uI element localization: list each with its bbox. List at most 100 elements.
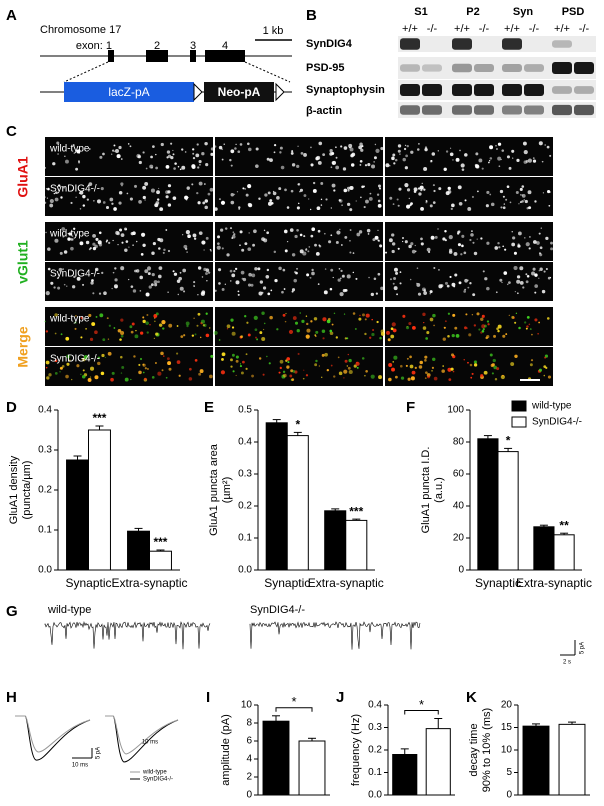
y-tick-label: 0.2 — [38, 485, 52, 496]
puncta — [488, 160, 491, 162]
panel-label: I — [206, 689, 210, 706]
puncta — [45, 231, 47, 234]
y-tick-label: 20 — [453, 533, 465, 544]
x-tick-label: Extra-synaptic — [111, 576, 187, 590]
puncta — [486, 286, 490, 291]
puncta — [187, 234, 191, 239]
puncta — [444, 239, 447, 242]
puncta — [491, 363, 495, 367]
cassette-label: Neo-pA — [218, 85, 261, 99]
y-tick-label: 0.2 — [238, 501, 252, 512]
puncta — [427, 375, 431, 379]
puncta — [157, 187, 160, 190]
puncta — [113, 144, 116, 147]
blot-band — [422, 84, 442, 96]
row-label: wild-type — [49, 144, 90, 155]
puncta — [82, 369, 85, 372]
puncta — [59, 371, 61, 373]
y-tick-label: 100 — [447, 405, 464, 416]
puncta — [146, 331, 149, 334]
puncta — [519, 281, 524, 285]
puncta — [525, 273, 528, 276]
puncta — [305, 334, 310, 339]
puncta — [85, 240, 90, 245]
puncta — [529, 363, 533, 367]
puncta — [526, 274, 530, 278]
puncta — [465, 313, 468, 316]
puncta — [431, 366, 435, 369]
trace — [44, 621, 211, 650]
puncta — [45, 291, 50, 296]
puncta — [370, 374, 375, 379]
neo-cassette — [204, 82, 274, 102]
y-tick-label: 0.0 — [368, 790, 382, 801]
puncta — [514, 290, 517, 293]
puncta — [281, 290, 284, 294]
blot-strip — [398, 80, 596, 100]
puncta — [117, 243, 119, 246]
y-tick-label: 0.1 — [238, 533, 252, 544]
puncta — [343, 146, 348, 150]
puncta — [541, 160, 544, 163]
puncta — [163, 248, 166, 252]
puncta — [312, 181, 316, 185]
puncta — [105, 205, 110, 210]
puncta — [138, 370, 142, 375]
puncta — [352, 271, 355, 274]
puncta — [127, 143, 130, 145]
exon-label: 4 — [222, 40, 228, 52]
puncta — [489, 353, 493, 357]
puncta — [90, 281, 94, 285]
puncta — [521, 185, 525, 188]
puncta — [487, 323, 490, 326]
puncta — [528, 206, 532, 210]
puncta — [208, 327, 211, 329]
puncta — [342, 167, 347, 171]
puncta — [101, 353, 105, 358]
puncta — [232, 231, 235, 234]
puncta — [198, 231, 203, 236]
puncta — [278, 187, 282, 191]
puncta — [144, 199, 146, 201]
puncta — [512, 157, 514, 159]
puncta — [125, 228, 127, 231]
puncta — [80, 316, 84, 320]
puncta — [417, 292, 422, 296]
puncta — [52, 162, 56, 166]
puncta — [404, 166, 408, 170]
puncta — [214, 289, 217, 292]
puncta — [356, 361, 358, 364]
puncta — [531, 333, 533, 336]
puncta — [494, 246, 499, 250]
puncta — [403, 147, 407, 151]
puncta — [374, 235, 379, 240]
blot-band — [552, 62, 572, 74]
scale-label: 10 ms — [72, 763, 88, 769]
puncta — [66, 362, 70, 366]
puncta — [138, 160, 142, 165]
puncta — [193, 281, 196, 284]
genotype-label: -/- — [529, 23, 540, 35]
puncta — [449, 147, 452, 149]
puncta — [434, 235, 438, 239]
blot-band — [574, 86, 594, 94]
puncta — [233, 233, 236, 236]
puncta — [391, 233, 395, 237]
puncta — [377, 229, 379, 232]
puncta — [238, 208, 240, 210]
y-tick-label: 40 — [453, 501, 465, 512]
puncta — [360, 196, 362, 199]
puncta — [395, 271, 399, 275]
puncta — [388, 363, 393, 368]
puncta — [226, 328, 229, 330]
cassette-label: lacZ-pA — [108, 85, 149, 99]
puncta — [297, 202, 300, 205]
puncta — [162, 327, 165, 330]
puncta — [71, 378, 73, 381]
puncta — [46, 197, 49, 199]
puncta — [276, 196, 280, 200]
puncta — [229, 269, 233, 273]
puncta — [75, 196, 77, 199]
puncta — [390, 327, 394, 331]
puncta — [70, 237, 73, 241]
